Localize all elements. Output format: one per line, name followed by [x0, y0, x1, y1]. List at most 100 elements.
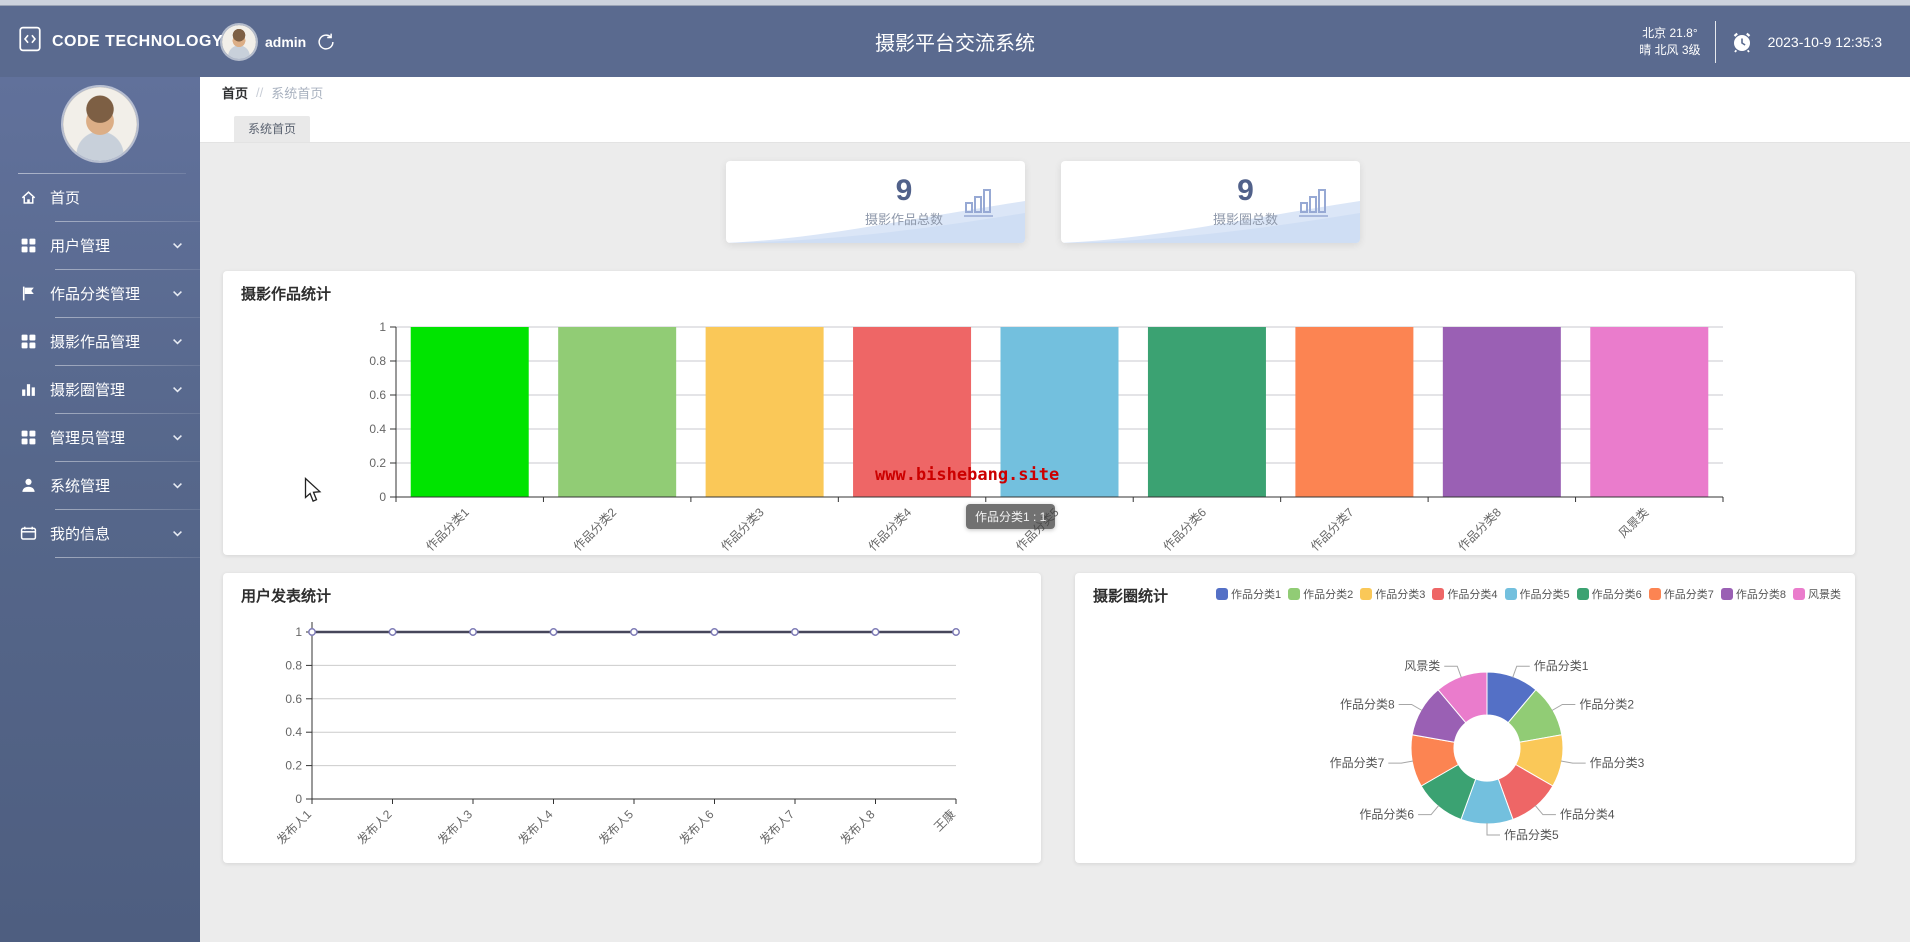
svg-text:作品分类6: 作品分类6	[1359, 808, 1414, 822]
legend-item[interactable]: 作品分类3	[1360, 586, 1425, 602]
panel-title: 用户发表统计	[241, 588, 332, 605]
svg-text:作品分类7: 作品分类7	[1330, 756, 1385, 770]
legend-item[interactable]: 作品分类4	[1432, 586, 1498, 602]
legend-swatch	[1648, 588, 1661, 600]
header-divider	[1714, 20, 1716, 63]
dashboard: 9 摄影作品总数 9 摄影圈总数 摄影作品统计 0 0.2 0.4 0.6 0.8 1 作品分类1…	[200, 143, 1910, 942]
breadcrumb-current: 系统首页	[271, 86, 324, 101]
chevron-down-icon	[171, 431, 184, 444]
svg-text:0.4: 0.4	[285, 725, 302, 739]
svg-text:作品分类2: 作品分类2	[571, 505, 620, 554]
flag-icon	[20, 285, 37, 302]
clock-icon	[1730, 30, 1754, 54]
stat-value: 9	[1237, 174, 1254, 207]
weather-city-temp: 北京 21.8°	[1642, 25, 1698, 40]
sidebar-item-circle-mgmt[interactable]: 摄影圈管理	[0, 366, 200, 413]
svg-text:作品分类1: 作品分类1	[1534, 659, 1589, 673]
panel-circle-stats: 摄影圈统计 作品分类1 作品分类2 作品分类3 作品分类4 作品分类5 作品分类6 作品分类…	[1075, 573, 1855, 863]
pie-legend: 作品分类1 作品分类2 作品分类3 作品分类4 作品分类5 作品分类6 作品分类7 作品分类8…	[1216, 586, 1841, 602]
card-wave-decoration	[726, 201, 1025, 243]
chevron-down-icon	[171, 479, 184, 492]
svg-text:作品分类4: 作品分类4	[1560, 808, 1615, 822]
sidebar-item-label: 系统管理	[50, 478, 111, 495]
window-top-edge	[0, 0, 1910, 6]
stat-card-circles-total: 9 摄影圈总数	[1061, 161, 1360, 243]
panel-title: 摄影圈统计	[1093, 588, 1169, 605]
chevron-down-icon	[171, 383, 184, 396]
user-avatar[interactable]	[222, 24, 256, 59]
svg-text:作品分类3: 作品分类3	[718, 505, 767, 554]
grid-icon	[20, 429, 37, 446]
legend-label: 风景类	[1808, 589, 1841, 601]
svg-text:作品分类1: 作品分类1	[423, 505, 472, 554]
sidebar-item-admin-mgmt[interactable]: 管理员管理	[0, 414, 200, 461]
svg-text:发布人3: 发布人3	[434, 806, 475, 847]
legend-item[interactable]: 作品分类6	[1576, 586, 1642, 602]
sidebar-avatar[interactable]	[63, 87, 137, 161]
svg-text:作品分类5: 作品分类5	[1504, 828, 1559, 842]
legend-item[interactable]: 作品分类1	[1216, 586, 1281, 602]
svg-text:风景类: 风景类	[1404, 659, 1440, 673]
app-logo: CODE TECHNOLOGY	[0, 26, 223, 57]
sidebar-item-my-info[interactable]: 我的信息	[0, 510, 200, 557]
svg-text:王康: 王康	[931, 807, 959, 835]
panel-user-posts-stats: 用户发表统计 0 0.2 0.4 0.6 0.8 1 发布人1 发布人2 发布人3 发布人4 发布人…	[223, 573, 1041, 863]
code-file-icon	[18, 26, 42, 57]
sidebar-item-home[interactable]: 首页	[0, 174, 200, 221]
sidebar-item-divider	[55, 317, 200, 318]
stat-label: 摄影作品总数	[864, 212, 943, 227]
sidebar-item-label: 管理员管理	[50, 430, 126, 447]
legend-label: 作品分类6	[1591, 589, 1642, 601]
panel-works-stats: 摄影作品统计 0 0.2 0.4 0.6 0.8 1 作品分类1 作品分类2 作品分类3 作品分类…	[223, 271, 1855, 555]
bar-chart-icon	[20, 381, 37, 398]
legend-label: 作品分类1	[1231, 589, 1282, 601]
legend-item[interactable]: 作品分类2	[1288, 586, 1353, 602]
logo-text: CODE TECHNOLOGY	[52, 32, 224, 50]
user-posts-line-chart[interactable]: 0 0.2 0.4 0.6 0.8 1 发布人1 发布人2 发布人3 发布人4 发布人5 发布人6 发布…	[223, 573, 1041, 863]
sidebar-item-label: 我的信息	[50, 526, 111, 543]
sidebar-item-label: 摄影作品管理	[50, 334, 141, 351]
tab-system-home[interactable]: 系统首页	[234, 116, 311, 142]
legend-swatch	[1216, 588, 1228, 600]
svg-text:0.4: 0.4	[369, 422, 386, 436]
tab-bar: 系统首页	[200, 108, 1910, 143]
legend-item[interactable]: 作品分类7	[1648, 586, 1714, 602]
sidebar-item-divider	[55, 557, 200, 558]
sidebar-item-system-mgmt[interactable]: 系统管理	[0, 462, 200, 509]
chevron-down-icon	[171, 335, 184, 348]
chart-tooltip: 作品分类1 : 1	[966, 504, 1056, 529]
svg-text:发布人2: 发布人2	[354, 806, 395, 847]
sidebar-menu: 首页 用户管理作品分类管理 摄影作品管理摄影圈管理管理员管理系统管理我的信息	[0, 174, 200, 558]
legend-item[interactable]: 作品分类5	[1504, 586, 1570, 602]
weather-condition: 晴 北风 3级	[1639, 42, 1701, 57]
legend-item[interactable]: 作品分类8	[1720, 586, 1786, 602]
svg-text:0.6: 0.6	[369, 388, 386, 402]
home-icon	[20, 189, 37, 206]
legend-swatch	[1576, 588, 1589, 600]
sidebar-item-works-mgmt[interactable]: 摄影作品管理	[0, 318, 200, 365]
sidebar-item-divider	[55, 365, 200, 366]
legend-swatch	[1720, 588, 1733, 600]
sidebar-item-divider	[55, 509, 200, 510]
app-header: CODE TECHNOLOGY admin 摄影平台交流系统 北京 21.8° …	[0, 6, 1910, 77]
breadcrumb: 首页 // 系统首页	[200, 77, 1910, 108]
sidebar-item-category-mgmt[interactable]: 作品分类管理	[0, 270, 200, 317]
stat-value: 9	[895, 174, 913, 207]
breadcrumb-home-link[interactable]: 首页	[222, 86, 249, 101]
refresh-icon[interactable]	[315, 31, 337, 53]
svg-text:发布人5: 发布人5	[595, 806, 636, 847]
datetime-display: 2023-10-9 12:35:3	[1767, 33, 1882, 50]
svg-text:作品分类4: 作品分类4	[866, 505, 915, 554]
card-icon	[20, 525, 37, 542]
svg-text:作品分类7: 作品分类7	[1308, 505, 1357, 554]
sidebar-item-user-mgmt[interactable]: 用户管理	[0, 222, 200, 269]
legend-item[interactable]: 风景类	[1793, 586, 1841, 602]
svg-text:0.2: 0.2	[285, 759, 302, 773]
circle-donut-chart[interactable]: 作品分类1作品分类2作品分类3作品分类4作品分类5作品分类6作品分类7作品分类8…	[1075, 573, 1855, 863]
svg-text:发布人4: 发布人4	[515, 806, 556, 847]
svg-text:0: 0	[379, 490, 386, 504]
chevron-down-icon	[171, 287, 184, 300]
legend-swatch	[1793, 588, 1805, 600]
sidebar-item-label: 作品分类管理	[50, 286, 141, 303]
